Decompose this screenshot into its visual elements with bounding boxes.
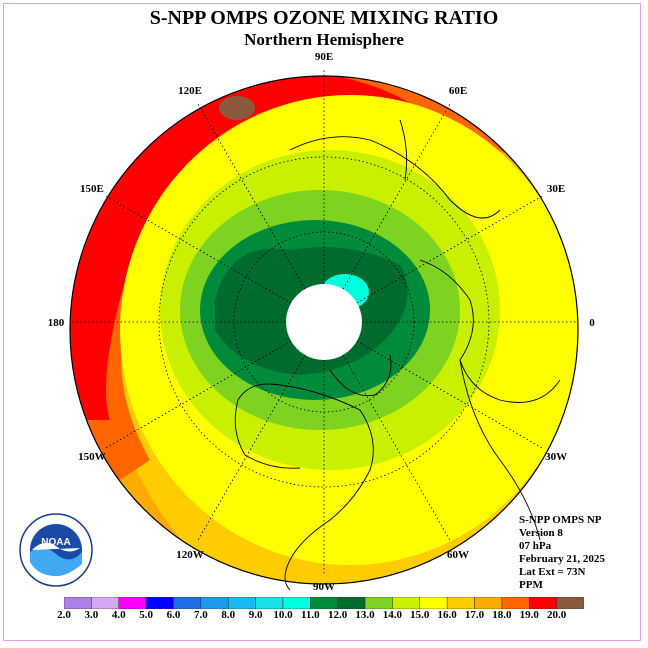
- colorbar-swatch: [529, 597, 557, 609]
- colorbar-swatch: [118, 597, 147, 609]
- colorbar-swatch: [282, 597, 311, 609]
- greenland-coast: [329, 354, 392, 397]
- colorbar-swatch: [337, 597, 366, 609]
- lon-label: 150W: [78, 451, 106, 463]
- lon-label: 60E: [449, 85, 467, 97]
- colorbar-swatch: [227, 597, 256, 609]
- lon-label: 30W: [545, 451, 567, 463]
- lon-label: 60W: [447, 549, 469, 561]
- lat-circle-40n: [158, 156, 490, 488]
- colorbar-tick-label: 3.0: [84, 609, 99, 621]
- colorbar-swatch: [501, 597, 530, 609]
- colorbar-swatch: [556, 597, 584, 609]
- lon-label: 120W: [176, 549, 204, 561]
- lon-label: 30E: [547, 183, 565, 195]
- asia-coast: [289, 136, 501, 219]
- colorbar-swatch: [173, 597, 202, 609]
- contour-20-plus: [219, 96, 255, 120]
- colorbar-tick-label: 16.0: [437, 609, 457, 621]
- india-coast: [399, 119, 408, 181]
- info-lat-ext: Lat Ext = 73N: [519, 566, 586, 578]
- noaa-logo-icon: NOAA: [19, 513, 93, 587]
- africa-coast: [459, 359, 541, 541]
- colorbar-tick-label: 19.0: [519, 609, 539, 621]
- colorbar-tick-label: 10.0: [273, 609, 293, 621]
- colorbar-tick-label: 11.0: [300, 609, 320, 621]
- colorbar-swatch: [145, 597, 174, 609]
- meridian-line: [103, 340, 292, 450]
- colorbar-swatch: [364, 597, 393, 609]
- colorbar-tick-label: 8.0: [221, 609, 236, 621]
- info-date: February 21, 2025: [519, 553, 605, 565]
- meridian-line: [356, 340, 545, 450]
- polar-night-gap: [286, 284, 362, 360]
- info-version: Version 8: [519, 527, 563, 539]
- colorbar-tick-label: 18.0: [492, 609, 512, 621]
- meridian-line: [356, 194, 545, 304]
- info-instrument: S-NPP OMPS NP: [519, 514, 602, 526]
- colorbar-tick-label: 17.0: [464, 609, 485, 621]
- us-west-coast: [234, 399, 301, 469]
- meridians: [70, 68, 578, 576]
- page-subtitle: Northern Hemisphere: [244, 30, 404, 49]
- ozone-field: [70, 76, 578, 584]
- colorbar-swatch: [474, 597, 503, 609]
- info-panel: S-NPP OMPS NP Version 8 07 hPa February …: [519, 514, 605, 592]
- colorbar-swatch: [200, 597, 229, 609]
- map-boundary: [69, 75, 579, 585]
- colorbar-swatch: [255, 597, 284, 609]
- lon-label: 90W: [313, 581, 335, 593]
- north-america-coast: [237, 383, 374, 591]
- colorbar-tick-label: 6.0: [166, 609, 181, 621]
- colorbar-swatch: [446, 597, 475, 609]
- meridian-line: [342, 101, 452, 290]
- colorbar-swatch: [64, 597, 92, 609]
- colorbar-tick-label: 5.0: [139, 609, 153, 621]
- colorbar-swatch: [91, 597, 119, 609]
- contour-19-20: [70, 76, 420, 420]
- meridian-line: [103, 194, 292, 304]
- colorbar-tick-label: 9.0: [248, 609, 263, 621]
- coastlines: [234, 119, 561, 591]
- colorbar-tick-label: 7.0: [193, 609, 208, 621]
- lon-label: 150E: [80, 183, 104, 195]
- meridian-line: [342, 354, 452, 543]
- colorbar-tick-label: 13.0: [355, 609, 375, 621]
- colorbar-tick-label: 12.0: [328, 609, 348, 621]
- europe-coast: [419, 259, 561, 403]
- lon-label: 120E: [178, 85, 202, 97]
- colorbar-tick-label: 2.0: [57, 609, 71, 621]
- colorbar-tick-label: 20.0: [547, 609, 567, 621]
- meridian-line: [196, 101, 306, 290]
- colorbar-swatch: [419, 597, 448, 609]
- lon-label: 0: [589, 317, 595, 329]
- colorbar-swatch: [310, 597, 338, 609]
- lon-label: 90E: [315, 51, 333, 63]
- page-title: S-NPP OMPS OZONE MIXING RATIO: [149, 7, 499, 29]
- info-units: PPM: [519, 579, 543, 591]
- frame-border: [3, 3, 641, 641]
- info-level: 07 hPa: [519, 540, 552, 552]
- lon-label: 180: [48, 317, 65, 329]
- graticule: [70, 68, 578, 576]
- colorbar-tick-label: 14.0: [382, 609, 403, 621]
- longitude-labels: 90E 60E 30E 0 30W 60W 90W 120W 150W 180 150E 120E: [48, 51, 596, 593]
- colorbar-tick-label: 15.0: [410, 609, 430, 621]
- colorbar: [64, 597, 584, 609]
- logo-text: NOAA: [41, 537, 70, 548]
- colorbar-swatch: [392, 597, 421, 609]
- colorbar-tick-label: 4.0: [111, 609, 126, 621]
